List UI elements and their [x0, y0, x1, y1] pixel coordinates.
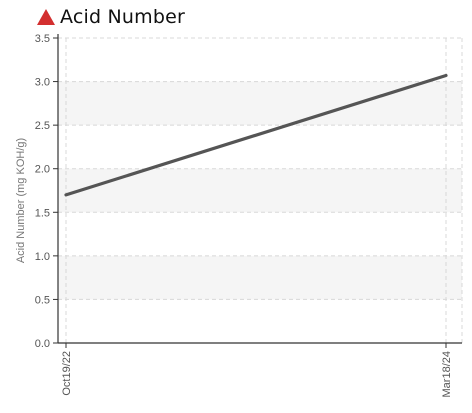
warning-triangle-icon: [37, 9, 55, 25]
y-tick-label: 2.0: [35, 164, 50, 176]
axes: [53, 34, 462, 348]
y-tick-label: 0.0: [35, 338, 50, 350]
y-tick-label: 0.5: [35, 294, 50, 306]
plot-band: [58, 81, 462, 126]
series-layer: [64, 73, 448, 197]
x-tick-label: Mar18/24: [441, 351, 453, 397]
y-axis-title: Acid Number (mg KOH/g): [15, 138, 27, 263]
axis-labels: 0.0 0.5 1.0 1.5 2.0 2.5 3.0 3.5 Oct19/22 Mar18/24…: [15, 33, 453, 397]
chart-title: Acid Number: [60, 6, 186, 28]
chart-header: Acid Number: [36, 4, 185, 30]
y-tick-label: 1.0: [35, 251, 50, 263]
y-tick-label: 3.0: [35, 77, 50, 89]
plot-bands: [58, 81, 462, 300]
y-tick-label: 1.5: [35, 207, 50, 219]
plot-band: [58, 168, 462, 213]
plot-band: [58, 255, 462, 300]
y-tick-label: 3.5: [35, 33, 50, 45]
y-tick-label: 2.5: [35, 120, 50, 132]
series-line: [64, 73, 448, 197]
x-tick-label: Oct19/22: [61, 351, 73, 396]
grid-lines: [58, 37, 463, 343]
